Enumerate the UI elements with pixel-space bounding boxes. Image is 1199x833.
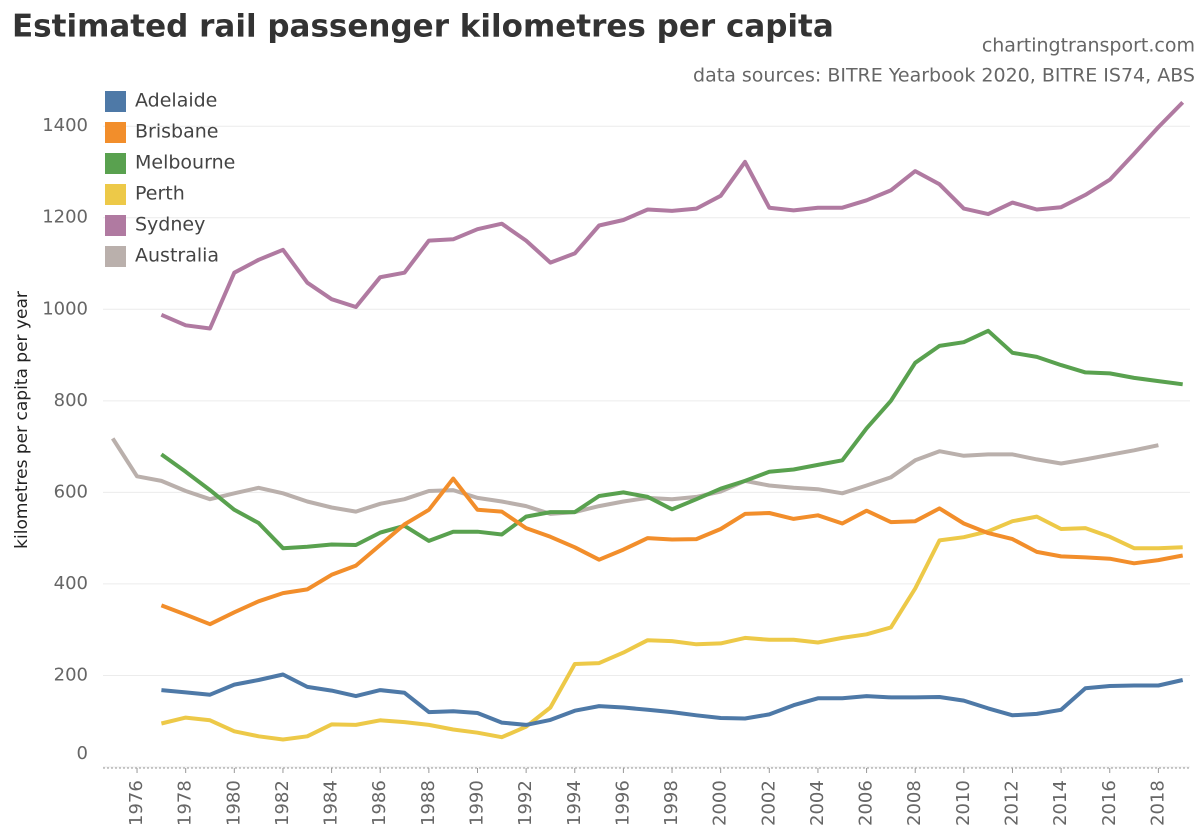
series-line	[160, 100, 1185, 331]
legend-label: Australia	[135, 245, 219, 267]
series-line	[160, 328, 1183, 551]
x-tick-label: 1984	[321, 780, 342, 826]
x-tick-label: 2016	[1099, 780, 1120, 826]
legend-swatch	[105, 153, 126, 174]
legend-swatch	[105, 246, 126, 267]
series-line	[160, 476, 1184, 627]
x-tick-label: 1992	[515, 780, 536, 826]
legend-swatch	[105, 91, 126, 112]
series-line	[160, 514, 1183, 742]
legend-swatch	[105, 122, 126, 143]
legend-label: Adelaide	[135, 90, 217, 112]
x-tick-label: 2008	[904, 780, 925, 826]
legend-label: Melbourne	[135, 152, 235, 174]
y-tick-label: 1000	[42, 298, 88, 319]
x-tick-label: 1986	[369, 780, 390, 826]
x-tick-label: 2000	[710, 780, 731, 826]
series-line	[111, 437, 1159, 516]
x-tick-label: 2006	[856, 780, 877, 826]
subtitle: chartingtransport.com	[982, 35, 1195, 57]
x-tick-label: 1990	[466, 780, 487, 826]
x-tick-label: 1998	[661, 780, 682, 826]
y-tick-label: 1200	[42, 207, 88, 228]
x-tick-label: 1982	[272, 780, 293, 826]
y-tick-label: 0	[77, 743, 88, 764]
legend-swatch	[105, 215, 126, 236]
x-tick-label: 2002	[758, 780, 779, 826]
x-tick-label: 1980	[223, 780, 244, 826]
x-tick-label: 1996	[612, 780, 633, 826]
series-line	[161, 672, 1184, 727]
x-tick-label: 1976	[126, 780, 147, 826]
y-axis-label: kilometres per capita per year	[12, 291, 32, 549]
y-tick-label: 200	[54, 664, 88, 685]
x-tick-label: 2018	[1147, 780, 1168, 826]
y-tick-label: 400	[54, 573, 88, 594]
source-note: data sources: BITRE Yearbook 2020, BITRE…	[693, 65, 1195, 87]
x-tick-label: 1978	[175, 780, 196, 826]
y-tick-label: 600	[54, 481, 88, 502]
x-tick-label: 1994	[564, 780, 585, 826]
y-tick-label: 800	[54, 390, 88, 411]
chart-title: Estimated rail passenger kilometres per …	[12, 9, 834, 45]
x-tick-label: 2012	[1001, 780, 1022, 826]
x-tick-label: 1988	[418, 780, 439, 826]
legend-label: Perth	[135, 183, 185, 205]
legend-label: Brisbane	[135, 121, 218, 143]
y-tick-label: 1400	[42, 115, 88, 136]
legend-swatch	[105, 184, 126, 205]
x-tick-label: 2014	[1050, 780, 1071, 826]
x-tick-label: 2004	[807, 780, 828, 826]
legend-label: Sydney	[135, 214, 205, 236]
x-tick-label: 2010	[953, 780, 974, 826]
